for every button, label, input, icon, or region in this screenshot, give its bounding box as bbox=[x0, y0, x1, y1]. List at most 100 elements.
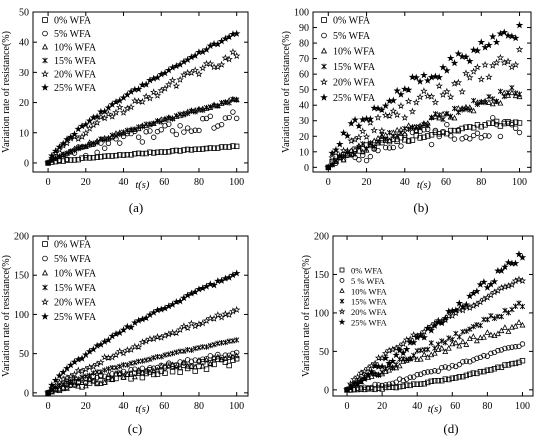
data-point bbox=[113, 132, 119, 139]
data-point bbox=[138, 97, 147, 105]
panel-label: (d) bbox=[443, 421, 458, 436]
data-point bbox=[184, 125, 191, 131]
data-point bbox=[166, 115, 172, 121]
data-point bbox=[379, 386, 385, 392]
data-point bbox=[374, 113, 382, 121]
data-point bbox=[480, 278, 488, 286]
data-point bbox=[117, 152, 123, 158]
data-point bbox=[511, 259, 520, 267]
data-point bbox=[233, 143, 240, 150]
series-3 bbox=[45, 352, 240, 396]
data-point bbox=[411, 352, 417, 359]
data-point bbox=[117, 363, 123, 370]
data-point bbox=[394, 133, 400, 139]
data-point bbox=[132, 151, 138, 157]
y-axis-label: Variation rate of resistance(%) bbox=[1, 255, 12, 377]
data-point bbox=[389, 96, 398, 104]
data-point bbox=[143, 357, 149, 363]
data-point bbox=[397, 101, 405, 110]
data-point bbox=[480, 334, 487, 340]
data-point bbox=[124, 151, 130, 158]
data-point bbox=[408, 107, 417, 115]
series-6 bbox=[324, 21, 524, 171]
data-point bbox=[454, 78, 463, 86]
series-2 bbox=[45, 109, 240, 166]
panel-3: 0 20 40 80 100 60 0 50 100 150 200 t(s) Variation ra… bbox=[1, 232, 249, 436]
data-point bbox=[44, 159, 52, 167]
data-point bbox=[390, 144, 397, 151]
legend-marker bbox=[339, 267, 345, 273]
data-point bbox=[486, 93, 492, 100]
data-point bbox=[222, 144, 229, 150]
data-point bbox=[90, 370, 96, 376]
data-point bbox=[75, 382, 82, 389]
data-point bbox=[428, 368, 434, 375]
data-point bbox=[432, 111, 439, 117]
data-point bbox=[396, 362, 403, 369]
data-point bbox=[117, 140, 123, 146]
data-point bbox=[173, 131, 180, 138]
data-point bbox=[508, 89, 515, 96]
data-point bbox=[371, 362, 379, 370]
data-point bbox=[75, 145, 81, 152]
data-point bbox=[94, 379, 101, 386]
data-point bbox=[495, 347, 501, 354]
data-point bbox=[409, 338, 418, 346]
data-point bbox=[154, 149, 161, 155]
data-point bbox=[484, 329, 491, 335]
data-point bbox=[512, 344, 519, 350]
y-tick-label: 150 bbox=[14, 271, 29, 282]
data-point bbox=[372, 381, 378, 388]
x-tick-label: 60 bbox=[450, 401, 460, 412]
data-point bbox=[515, 21, 524, 29]
data-point bbox=[381, 101, 390, 110]
data-point bbox=[48, 151, 56, 159]
series-6 bbox=[44, 29, 241, 167]
data-point bbox=[444, 110, 450, 117]
plot-frame bbox=[312, 11, 532, 173]
data-point bbox=[473, 287, 481, 295]
data-point bbox=[101, 379, 108, 385]
data-point bbox=[417, 355, 424, 362]
data-point bbox=[169, 128, 176, 134]
data-point bbox=[234, 97, 240, 103]
data-point bbox=[207, 353, 213, 359]
y-tick-label: 20 bbox=[19, 98, 29, 109]
legend-label: 25% WFA bbox=[54, 83, 97, 94]
data-point bbox=[504, 31, 512, 39]
data-point bbox=[203, 104, 210, 111]
data-point bbox=[119, 108, 128, 116]
data-point bbox=[55, 145, 64, 153]
data-point bbox=[147, 149, 153, 155]
data-point bbox=[496, 53, 505, 61]
legend-label: 20% WFA bbox=[333, 78, 376, 89]
data-point bbox=[463, 106, 469, 112]
data-point bbox=[165, 363, 172, 369]
data-point bbox=[123, 104, 132, 112]
data-point bbox=[184, 362, 191, 369]
data-point bbox=[427, 326, 435, 334]
data-point bbox=[425, 369, 431, 375]
data-point bbox=[165, 80, 173, 88]
x-tick-label: 100 bbox=[229, 177, 244, 188]
data-point bbox=[207, 113, 213, 120]
data-point bbox=[512, 303, 519, 310]
data-point bbox=[423, 76, 432, 84]
data-point bbox=[398, 130, 404, 136]
data-point bbox=[127, 87, 135, 95]
data-point bbox=[439, 364, 445, 371]
data-point bbox=[180, 359, 187, 365]
data-point bbox=[432, 129, 439, 136]
data-point bbox=[458, 52, 466, 60]
y-tick-label: 150 bbox=[314, 270, 329, 281]
panel-1: 0 20 40 80 100 60 0 10 20 30 40 50 t(s) Variation rat… bbox=[1, 8, 249, 215]
data-point bbox=[102, 367, 108, 373]
data-point bbox=[142, 80, 150, 88]
data-point bbox=[120, 152, 127, 158]
data-point bbox=[66, 361, 75, 369]
data-point bbox=[154, 118, 161, 124]
data-point bbox=[218, 356, 225, 363]
data-point bbox=[416, 93, 424, 101]
legend-marker bbox=[42, 241, 48, 247]
data-point bbox=[134, 342, 143, 351]
